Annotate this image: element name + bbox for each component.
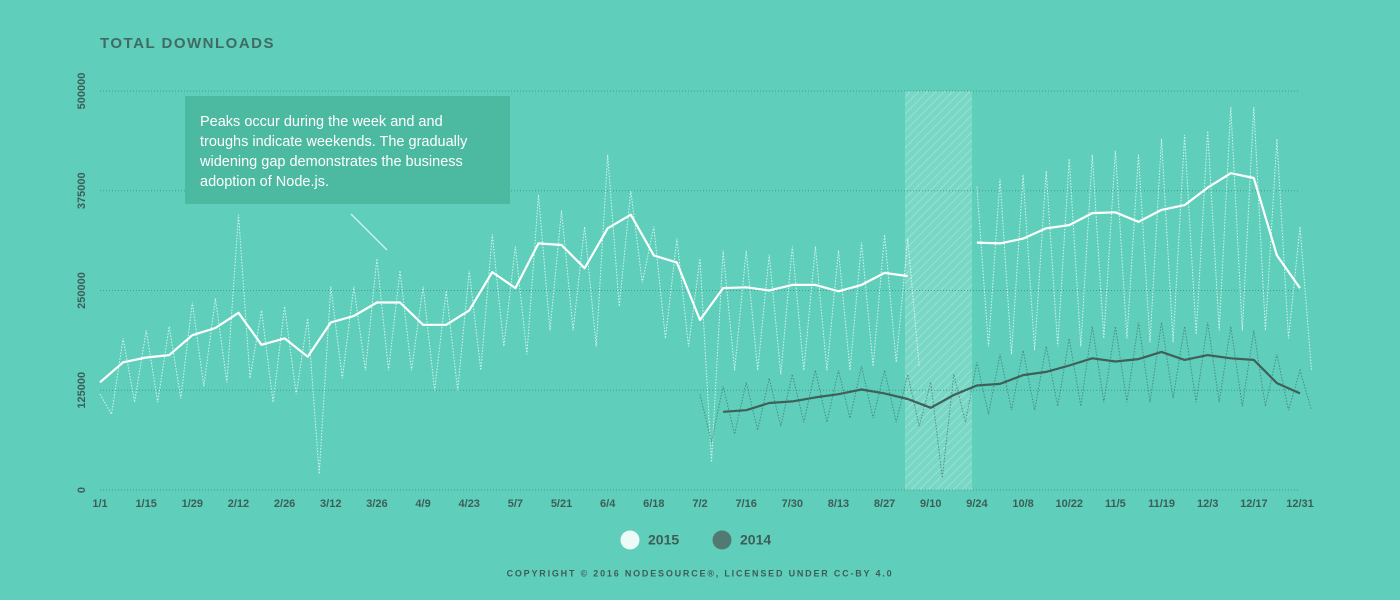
x-tick-label: 2/26 bbox=[274, 498, 295, 510]
x-tick-label: 2/12 bbox=[228, 498, 249, 510]
y-tick-label: 250000 bbox=[76, 272, 88, 309]
x-tick-label: 1/15 bbox=[135, 498, 156, 510]
trend-line bbox=[976, 172, 1301, 289]
x-tick-label: 10/8 bbox=[1012, 498, 1033, 510]
footer: COPYRIGHT © 2016 NODESOURCE®, LICENSED U… bbox=[507, 568, 894, 578]
annotation-pointer bbox=[350, 213, 388, 251]
x-tick-label: 4/9 bbox=[415, 498, 430, 510]
x-tick-label: 7/16 bbox=[735, 498, 756, 510]
legend-label: 2015 bbox=[648, 532, 679, 548]
daily-line bbox=[699, 322, 1312, 479]
annotation-line: Peaks occur during the week and and bbox=[200, 114, 443, 130]
x-tick-label: 4/23 bbox=[459, 498, 480, 510]
trend-line bbox=[99, 213, 908, 384]
x-tick-label: 5/7 bbox=[508, 498, 523, 510]
annotation-line: adoption of Node.js. bbox=[200, 174, 329, 190]
x-tick-label: 8/13 bbox=[828, 498, 849, 510]
y-tick-label: 375000 bbox=[76, 172, 88, 209]
x-tick-label: 12/3 bbox=[1197, 498, 1218, 510]
x-tick-label: 6/4 bbox=[600, 498, 616, 510]
legend-swatch bbox=[712, 530, 732, 550]
x-tick-label: 9/10 bbox=[920, 498, 941, 510]
y-tick-label: 500000 bbox=[76, 73, 88, 110]
x-tick-label: 3/26 bbox=[366, 498, 387, 510]
annotation-box bbox=[185, 96, 510, 204]
x-tick-label: 10/22 bbox=[1055, 498, 1083, 510]
x-tick-label: 6/18 bbox=[643, 498, 664, 510]
x-tick-label: 1/1 bbox=[92, 498, 107, 510]
x-tick-label: 7/30 bbox=[782, 498, 803, 510]
annotation-line: troughs indicate weekends. The gradually bbox=[200, 134, 468, 150]
trend-line bbox=[723, 350, 1301, 413]
x-tick-label: 7/2 bbox=[692, 498, 707, 510]
y-tick-label: 125000 bbox=[76, 372, 88, 409]
daily-line bbox=[976, 106, 1312, 371]
annotation-line: widening gap demonstrates the business bbox=[199, 154, 463, 170]
x-tick-label: 11/19 bbox=[1148, 498, 1175, 510]
legend-label: 2014 bbox=[740, 532, 771, 548]
daily-line bbox=[99, 154, 920, 475]
x-tick-label: 9/24 bbox=[966, 498, 988, 510]
x-tick-label: 1/29 bbox=[182, 498, 203, 510]
x-tick-label: 5/21 bbox=[551, 498, 572, 510]
legend-swatch bbox=[620, 530, 640, 550]
x-tick-label: 11/5 bbox=[1105, 498, 1126, 510]
x-tick-label: 12/17 bbox=[1240, 498, 1268, 510]
y-tick-label: 0 bbox=[76, 487, 88, 493]
x-tick-label: 8/27 bbox=[874, 498, 895, 510]
chart-title: TOTAL DOWNLOADS bbox=[100, 35, 275, 52]
x-tick-label: 12/31 bbox=[1286, 498, 1314, 510]
plot-area: 0 125000 250000 375000 500000 1/1 1/15 1/29 2/12… bbox=[76, 73, 1314, 510]
x-tick-label: 3/12 bbox=[320, 498, 341, 510]
annotation: Peaks occur during the week and and trou… bbox=[199, 114, 468, 190]
